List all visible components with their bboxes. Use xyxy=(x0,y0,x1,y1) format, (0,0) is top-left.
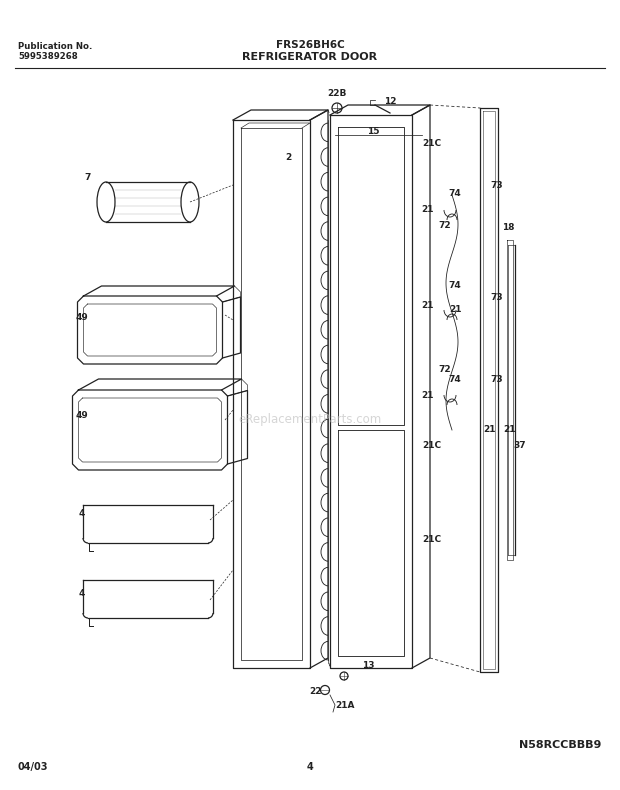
Text: 73: 73 xyxy=(490,294,503,303)
Text: 21C: 21C xyxy=(422,441,441,450)
Text: 13: 13 xyxy=(361,661,374,671)
Text: 4: 4 xyxy=(307,762,313,772)
Text: 21: 21 xyxy=(422,300,434,310)
Text: 21: 21 xyxy=(484,426,496,434)
Text: 21: 21 xyxy=(503,426,515,434)
Text: 72: 72 xyxy=(439,220,451,230)
Text: 74: 74 xyxy=(449,375,461,385)
Text: 4: 4 xyxy=(79,509,85,517)
Text: 04/03: 04/03 xyxy=(18,762,48,772)
Text: 22B: 22B xyxy=(327,88,347,97)
Text: 21C: 21C xyxy=(422,138,441,148)
Text: Publication No.: Publication No. xyxy=(18,42,92,51)
Text: 74: 74 xyxy=(449,280,461,289)
Text: 21C: 21C xyxy=(422,536,441,544)
Text: 72: 72 xyxy=(439,366,451,374)
Text: 18: 18 xyxy=(502,224,514,232)
Text: 49: 49 xyxy=(76,314,89,322)
Text: 7: 7 xyxy=(85,172,91,182)
Text: 5995389268: 5995389268 xyxy=(18,52,78,61)
Text: REFRIGERATOR DOOR: REFRIGERATOR DOOR xyxy=(242,52,378,62)
Text: 74: 74 xyxy=(449,189,461,198)
Text: 2: 2 xyxy=(285,152,291,161)
Text: N58RCCBBB9: N58RCCBBB9 xyxy=(519,740,601,750)
Text: 22: 22 xyxy=(310,687,322,697)
Text: 21: 21 xyxy=(422,390,434,400)
Text: eReplacementParts.com: eReplacementParts.com xyxy=(238,413,382,427)
Text: 4: 4 xyxy=(79,589,85,599)
Text: 73: 73 xyxy=(490,180,503,190)
Text: 21: 21 xyxy=(449,306,461,314)
Text: 15: 15 xyxy=(367,126,379,136)
Text: FRS26BH6C: FRS26BH6C xyxy=(276,40,344,50)
Text: 49: 49 xyxy=(76,411,89,419)
Text: 21: 21 xyxy=(422,205,434,215)
Text: 12: 12 xyxy=(384,97,396,107)
Text: 73: 73 xyxy=(490,375,503,385)
Text: 21A: 21A xyxy=(335,701,355,709)
Text: 37: 37 xyxy=(514,441,526,450)
